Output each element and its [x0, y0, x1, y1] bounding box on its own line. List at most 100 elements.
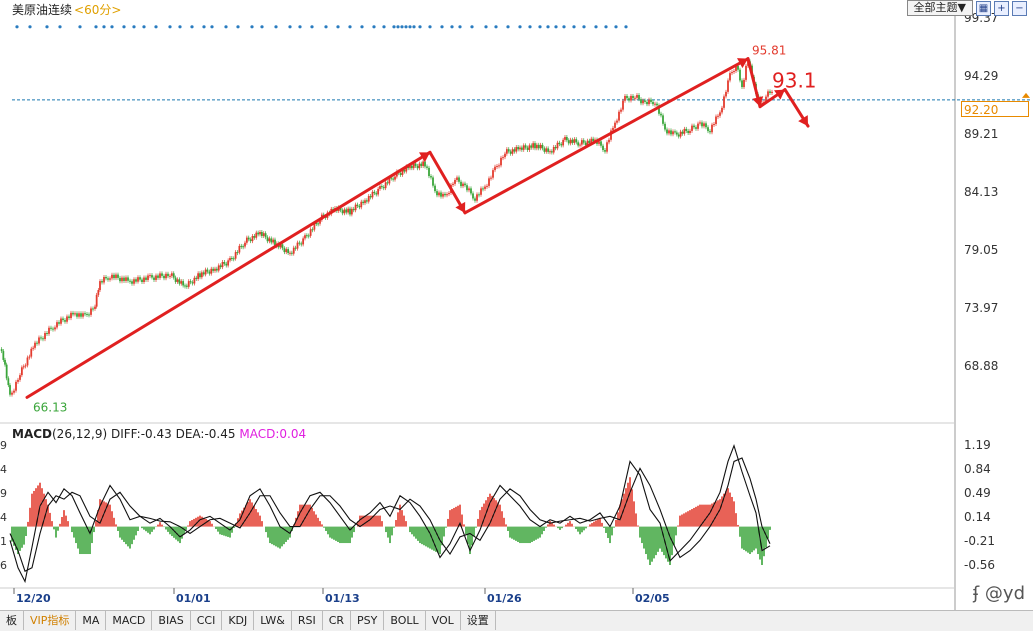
signal-dot — [58, 25, 61, 28]
signal-dot — [408, 25, 411, 28]
candle-body — [94, 307, 96, 309]
candle-body — [695, 127, 697, 129]
candle-body — [111, 275, 113, 279]
macd-bar — [411, 527, 413, 535]
tab-lw[interactable]: LW& — [254, 611, 292, 630]
macd-bar — [199, 516, 201, 527]
candle-body — [638, 95, 640, 99]
candle-body — [642, 101, 644, 104]
candle-body — [482, 188, 484, 189]
diff-label: DIFF: — [111, 427, 141, 441]
candle-body — [248, 238, 250, 240]
candle-body — [218, 265, 220, 270]
macd-bar — [425, 527, 427, 547]
tab-kdj[interactable]: KDJ — [222, 611, 254, 630]
macd-bar — [395, 520, 397, 527]
signal-dot — [94, 25, 97, 28]
candle-body — [417, 166, 419, 168]
macd-bar — [611, 527, 613, 536]
theme-dropdown[interactable]: 全部主题▼ — [907, 0, 973, 16]
macd-bar — [397, 512, 399, 526]
candle-body — [381, 186, 383, 187]
macd-bar — [643, 527, 645, 549]
tab-ban[interactable]: 板 — [0, 611, 24, 630]
tab-psy[interactable]: PSY — [351, 611, 384, 630]
candle-body — [452, 184, 454, 185]
macd-bar — [627, 483, 629, 527]
macd-bar — [127, 527, 129, 547]
macd-bar — [253, 506, 255, 527]
macd-bar — [559, 527, 561, 530]
candle-body — [510, 151, 512, 153]
candle-body — [662, 115, 664, 123]
current-price-marker — [1022, 93, 1030, 98]
candle-body — [270, 238, 272, 242]
macd-bar — [739, 527, 741, 537]
trend-arrow-line — [27, 152, 430, 397]
candle-body — [498, 165, 500, 166]
plus-icon[interactable]: + — [994, 1, 1009, 16]
candle-body — [478, 194, 480, 195]
minus-icon[interactable]: − — [1012, 1, 1027, 16]
price-tick-label: 79.05 — [964, 243, 998, 257]
candle-body — [442, 194, 444, 197]
macd-bar — [187, 526, 189, 527]
candle-body — [733, 71, 735, 72]
candle-body — [468, 188, 470, 190]
tab-macd[interactable]: MACD — [106, 611, 152, 630]
candle-body — [512, 149, 514, 154]
signal-dot — [202, 25, 205, 28]
candle-body — [604, 150, 606, 152]
diff-value: -0.43 — [141, 427, 172, 441]
macd-bar — [605, 527, 607, 533]
candle-body — [298, 243, 300, 244]
macd-bar — [323, 527, 325, 528]
candle-body — [620, 110, 622, 112]
candle-body — [167, 274, 169, 276]
candle-body — [242, 246, 244, 247]
signal-dot — [604, 25, 607, 28]
tab-cci[interactable]: CCI — [191, 611, 223, 630]
macd-bar — [445, 527, 447, 528]
candle-body — [557, 143, 559, 149]
signal-dot — [582, 25, 585, 28]
signal-dot — [418, 25, 421, 28]
macd-bar — [275, 527, 277, 547]
candle-body — [456, 177, 458, 180]
tab-boll[interactable]: BOLL — [384, 611, 425, 630]
tab-cr[interactable]: CR — [323, 611, 351, 630]
candle-body — [652, 102, 654, 104]
tab-vip-indicator[interactable]: VIP指标 — [24, 611, 76, 630]
signal-dot — [154, 25, 157, 28]
macd-bar — [543, 527, 545, 531]
tab-ma[interactable]: MA — [76, 611, 106, 630]
candle-body — [614, 123, 616, 128]
candle-body — [21, 367, 23, 375]
candle-body — [484, 187, 486, 189]
candle-body — [701, 122, 703, 126]
tab-rsi[interactable]: RSI — [292, 611, 323, 630]
tab-vol[interactable]: VOL — [426, 611, 461, 630]
signal-dot — [494, 25, 497, 28]
candle-body — [373, 192, 375, 193]
candle-body — [547, 148, 549, 151]
candle-body — [536, 145, 538, 148]
grid-icon[interactable]: ▦ — [976, 1, 991, 16]
candle-body — [199, 273, 201, 277]
tab-bias[interactable]: BIAS — [152, 611, 190, 630]
candle-body — [725, 92, 727, 97]
macd-tick-label: 0.84 — [964, 462, 991, 476]
candle-body — [180, 281, 182, 284]
macd-bar — [29, 508, 31, 527]
tab-settings[interactable]: 设置 — [461, 611, 496, 630]
candle-body — [345, 209, 347, 212]
candle-body — [608, 140, 610, 143]
candle-body — [88, 314, 90, 315]
period-selector[interactable]: <60分> — [74, 3, 121, 17]
candle-body — [257, 233, 259, 235]
candle-body — [377, 189, 379, 195]
candle-body — [438, 193, 440, 196]
candle-body — [460, 182, 462, 186]
candle-body — [674, 131, 676, 132]
